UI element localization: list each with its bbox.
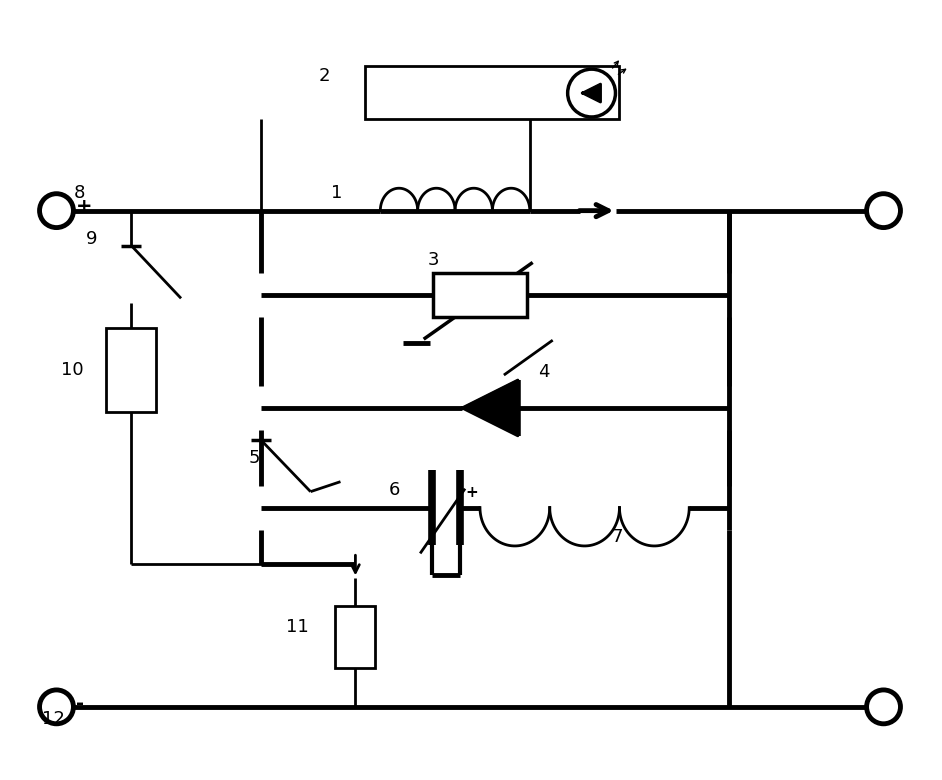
Text: +: + (76, 197, 92, 216)
Text: 7: 7 (611, 529, 623, 547)
Text: 3: 3 (429, 251, 440, 269)
Text: 5: 5 (249, 448, 260, 466)
Text: 8: 8 (73, 184, 85, 202)
Text: 10: 10 (61, 361, 84, 379)
Text: 12: 12 (41, 710, 64, 728)
Text: +: + (465, 485, 479, 500)
Text: 1: 1 (331, 184, 342, 202)
Text: -: - (76, 694, 85, 714)
Bar (335, 606, 375, 668)
Polygon shape (462, 380, 518, 436)
Text: 6: 6 (388, 480, 399, 498)
Text: 11: 11 (285, 619, 308, 636)
Bar (432, 274, 528, 317)
Text: 2: 2 (318, 67, 330, 85)
Text: 4: 4 (538, 363, 549, 381)
Bar (106, 328, 156, 413)
Text: 9: 9 (87, 229, 98, 247)
Polygon shape (582, 84, 601, 102)
Bar (365, 66, 620, 119)
